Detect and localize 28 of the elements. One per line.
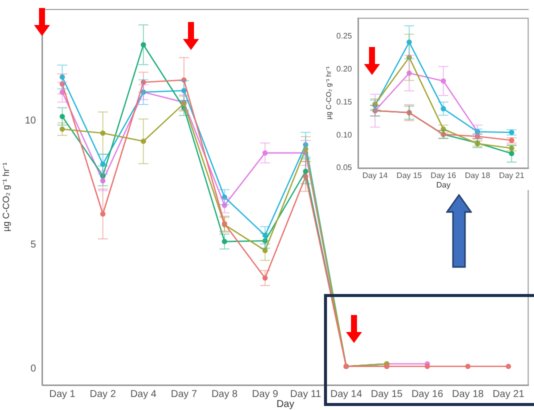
x-tick-label: Day 8 [211, 388, 238, 400]
x-tick-label: Day 7 [170, 388, 198, 400]
x-tick-label: Day 1 [49, 388, 76, 400]
x-tick-label: Day 18 [464, 171, 491, 180]
x-tick-label: Day 15 [370, 388, 404, 400]
x-tick-label: Day 9 [252, 388, 279, 400]
y-tick-label: 10 [24, 115, 36, 126]
x-tick-label: Day 21 [492, 388, 525, 400]
x-tick-label: Day 16 [430, 171, 457, 180]
y-tick-label: 0.05 [336, 163, 353, 172]
x-axis-title: Day [276, 398, 294, 410]
x-tick-label: Day 15 [396, 171, 422, 180]
y-tick-label: 0 [30, 364, 36, 375]
x-tick-label: Day 21 [498, 171, 525, 180]
y-tick-label: 5 [30, 240, 36, 251]
x-tick-label: Day 4 [130, 388, 157, 400]
y-tick-label: 0.10 [336, 130, 353, 140]
y-tick-label: 0.25 [336, 31, 353, 40]
x-tick-label: Day 14 [362, 171, 388, 180]
x-tick-label: Day 11 [290, 388, 322, 400]
y-tick-label: 0.15 [336, 97, 353, 106]
y-axis-title: µg C-CO₂ g⁻¹ hr⁻¹ [0, 162, 11, 232]
x-axis-title: Day [436, 180, 450, 190]
x-tick-label: Day 2 [90, 388, 116, 400]
x-tick-label: Day 18 [452, 388, 484, 400]
x-tick-label: Day 16 [411, 388, 444, 400]
x-tick-label: Day 14 [330, 388, 362, 400]
y-tick-label: 0.20 [336, 64, 353, 74]
